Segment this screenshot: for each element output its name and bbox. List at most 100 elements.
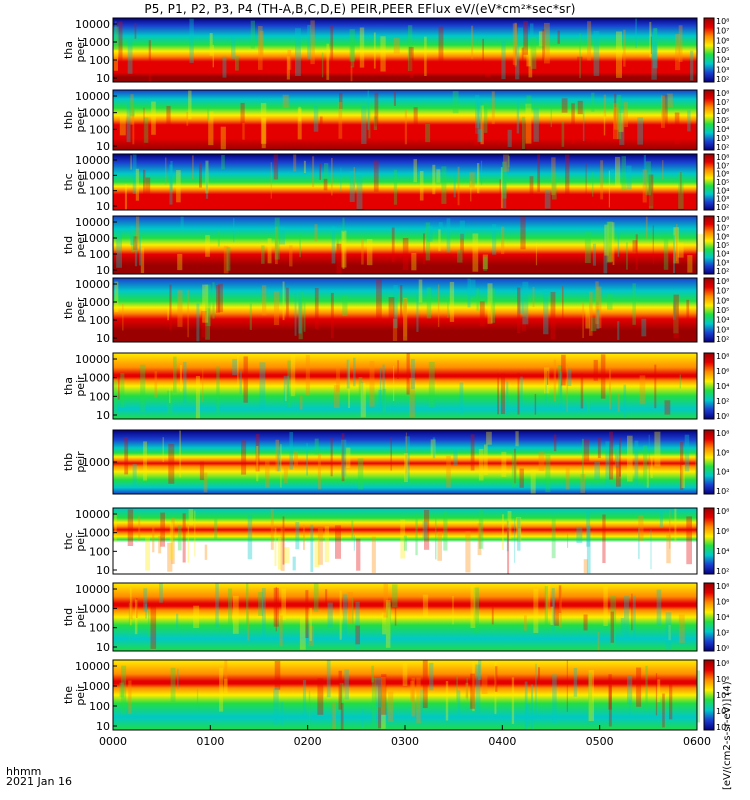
spectrogram-streak <box>233 218 235 243</box>
spectrogram-streak <box>194 510 196 557</box>
spectrogram-streak <box>515 46 520 80</box>
spectrogram-streak <box>378 389 382 411</box>
chart-title: P5, P1, P2, P3, P4 (TH-A,B,C,D,E) PEIR,P… <box>144 2 576 16</box>
spectrogram-streak <box>143 588 148 612</box>
spectrogram-streak <box>518 528 522 542</box>
spectrogram-streak <box>594 461 600 480</box>
spectrogram-streak <box>208 111 214 146</box>
spectrogram-streak <box>403 297 408 341</box>
spectrogram-streak <box>558 365 562 403</box>
spectrogram-streak <box>338 102 343 139</box>
spectrogram-streak <box>223 678 228 694</box>
spectrogram-streak <box>361 708 364 728</box>
spectrogram-streak <box>341 230 347 268</box>
colorbar-tick-label: 10³ <box>716 325 729 334</box>
spectrogram-streak <box>538 451 545 471</box>
y-tick-label: 10000 <box>75 278 110 291</box>
spectrogram-streak <box>214 518 218 539</box>
spectrogram-streak <box>349 171 355 202</box>
panel-species-label: peir <box>74 375 87 397</box>
spectrogram-streak <box>242 123 245 140</box>
spectrogram-streak <box>188 509 193 526</box>
spectrogram-streak <box>662 94 668 139</box>
spectrogram-streak <box>348 359 350 408</box>
spectrogram-streak <box>193 605 200 628</box>
spectrogram-streak <box>136 598 138 618</box>
spectrogram-streak <box>347 592 353 624</box>
spectrogram-streak <box>371 665 374 683</box>
spectrogram-streak <box>134 599 138 635</box>
spectrogram-streak <box>567 533 569 548</box>
spectrogram-streak <box>562 286 564 304</box>
spectrogram-streak <box>502 170 507 209</box>
spectrogram-streak <box>479 301 485 327</box>
spectrogram-streak <box>526 51 531 67</box>
spectrogram-streak <box>522 281 529 325</box>
spectrogram-streak <box>250 20 255 49</box>
spectrogram-streak <box>547 371 549 385</box>
spectrogram-streak <box>270 162 272 199</box>
spectrogram-streak <box>453 448 458 466</box>
spectrogram-streak <box>528 49 533 78</box>
spectrogram-streak <box>353 167 355 188</box>
spectrogram-streak <box>224 660 228 686</box>
spectrogram-streak <box>358 377 363 395</box>
panel-frame <box>112 277 698 343</box>
y-tick-label: 10000 <box>75 18 110 31</box>
spectrogram-streak <box>602 514 606 563</box>
spectrogram-streak <box>545 377 547 403</box>
spectrogram-streak <box>402 238 409 270</box>
spectrogram-streak <box>382 388 387 413</box>
colorbar-tick-label: 10² <box>716 707 729 716</box>
panel-probe-label: thc <box>62 173 75 190</box>
spectrogram-streak <box>299 617 306 650</box>
spectrogram-streak <box>261 588 266 639</box>
spectrogram-streak <box>516 97 520 134</box>
spectrogram-streak <box>581 438 584 482</box>
spectrogram-streak <box>457 166 460 206</box>
y-tick-label: 100 <box>89 185 110 198</box>
spectrogram-streak <box>121 665 127 715</box>
spectrogram-streak <box>166 105 171 132</box>
spectrogram-streak <box>475 664 481 713</box>
spectrogram-streak <box>394 607 397 626</box>
spectrogram-streak <box>687 110 691 132</box>
spectrogram-streak <box>636 667 642 707</box>
spectrogram-streak <box>393 169 398 205</box>
x-tick-label: 0100 <box>196 735 224 748</box>
spectrogram-streak <box>583 614 588 631</box>
spectrogram-streak <box>222 56 227 78</box>
spectrogram-streak <box>474 128 479 146</box>
spectrogram-streak <box>654 364 657 409</box>
spectrogram-streak <box>221 155 225 170</box>
spectrogram-streak <box>619 106 625 145</box>
spectrogram-streak <box>339 590 342 640</box>
spectrogram-streak <box>554 606 559 626</box>
spectrogram-streak <box>145 177 151 200</box>
spectrogram-streak <box>651 35 657 80</box>
spectrogram-streak <box>189 18 194 63</box>
spectrogram-streak <box>550 105 552 128</box>
spectrogram-streak <box>580 474 586 493</box>
spectrogram-streak <box>524 615 527 631</box>
spectrogram-streak <box>302 679 307 715</box>
colorbar-tick-label: 10⁴ <box>716 250 729 259</box>
spectrogram-streak <box>270 509 274 550</box>
spectrogram-streak <box>145 603 147 619</box>
spectrogram-streak <box>465 682 469 699</box>
spectrogram-streak <box>295 28 301 76</box>
spectrogram-streak <box>476 288 479 311</box>
spectrogram-streak <box>132 154 137 194</box>
spectrogram-streak <box>130 597 133 620</box>
y-tick-label: 10000 <box>75 353 110 366</box>
time-axis-date: 2021 Jan 16 <box>6 775 72 788</box>
spectrogram-streak <box>390 437 392 471</box>
spectrogram-streak <box>176 613 179 629</box>
colorbar <box>703 17 715 83</box>
spectrogram-streak <box>340 167 342 191</box>
panel-species-label: peir <box>74 684 87 706</box>
spectrogram-streak <box>404 453 408 483</box>
spectrogram-streak <box>483 256 488 271</box>
spectrogram-streak <box>424 36 427 76</box>
